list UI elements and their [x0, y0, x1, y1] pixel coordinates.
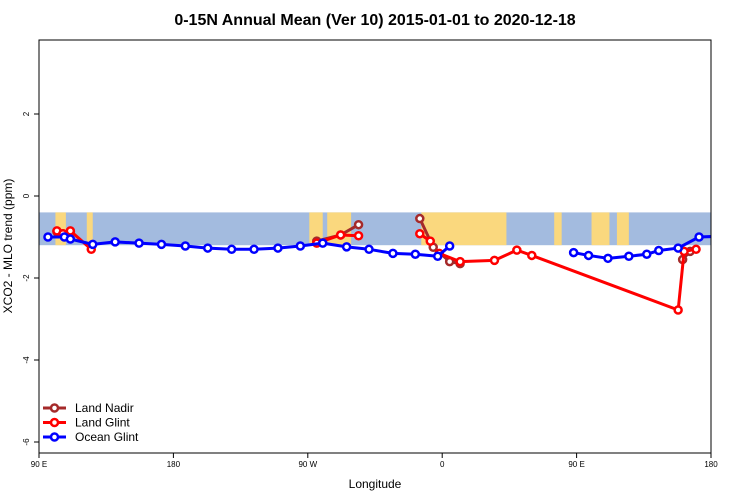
land-southeast-asia	[591, 212, 610, 246]
y-tick-label: 0	[22, 193, 31, 198]
chart-title: 0-15N Annual Mean (Ver 10) 2015-01-01 to…	[174, 12, 575, 29]
land-glint-point	[691, 244, 701, 255]
ocean-glint-line	[573, 235, 711, 260]
ocean-glint-point	[583, 250, 594, 261]
legend-land-nadir-label: Land Nadir	[75, 401, 134, 415]
y-tick-label: -4	[22, 356, 31, 364]
ocean-glint-point	[432, 251, 443, 262]
land-glint-point	[65, 226, 76, 236]
land-new-guinea	[86, 212, 93, 246]
x-tick-label: 180	[704, 460, 718, 469]
map-band	[39, 212, 711, 246]
ocean-glint-point	[568, 247, 579, 258]
land-glint-point	[425, 236, 436, 246]
land-central-america	[309, 212, 323, 246]
y-tick-label: -6	[22, 438, 31, 446]
land-nadir-point	[353, 219, 364, 230]
land-glint-point	[673, 305, 683, 315]
x-tick-label: 90 W	[298, 460, 317, 469]
ocean-glint-point	[624, 251, 634, 262]
ocean-glint-point	[180, 241, 191, 251]
ocean-glint-point	[410, 249, 421, 259]
x-tick-label: 0	[440, 460, 445, 469]
legend-land-glint-label: Land Glint	[75, 416, 130, 430]
ocean-glint-point	[65, 234, 76, 244]
ocean-glint-point	[718, 233, 725, 240]
x-tick-label: 90 E	[568, 460, 584, 469]
ocean-glint-point	[642, 249, 652, 259]
ocean-glint-point	[653, 245, 664, 256]
land-glint-point	[455, 256, 465, 267]
ocean-glint-point	[603, 253, 613, 264]
ocean-glint-point	[156, 239, 167, 250]
land-glint-point	[335, 230, 346, 240]
legend-ocean-glint-label: Ocean Glint	[75, 430, 139, 444]
ocean-glint-point	[742, 233, 749, 240]
x-axis-label: Longitude	[349, 477, 402, 491]
ocean-glint-point	[88, 239, 98, 250]
land-glint-point	[527, 250, 537, 261]
ocean-glint-point	[43, 232, 53, 242]
x-tick-label: 90 E	[31, 460, 47, 469]
land-glint-point	[489, 255, 500, 266]
ocean-glint-point	[295, 241, 306, 251]
land-glint-point	[415, 228, 425, 239]
ocean-glint-line	[745, 236, 750, 244]
ocean-glint-point	[110, 237, 120, 247]
land-glint-line	[438, 247, 697, 312]
ocean-glint-point	[740, 234, 747, 241]
y-tick-label: 2	[22, 111, 31, 116]
land-nadir-point	[415, 213, 425, 224]
ocean-glint-point	[364, 244, 374, 255]
ocean-glint-point	[249, 244, 259, 255]
ocean-glint-point	[134, 238, 144, 248]
ocean-glint-point	[273, 243, 283, 253]
land-maritime-asia	[616, 212, 629, 246]
ocean-glint-point	[694, 232, 704, 242]
ocean-glint-point	[317, 238, 328, 248]
land-south-america	[327, 212, 352, 246]
land-africa	[421, 212, 507, 246]
x-tick-label: 180	[167, 460, 181, 469]
ocean-glint-point	[202, 243, 213, 253]
axes: 90 E 180 90 W 0 90 E 180 2 0 -2 -4 -6	[22, 111, 718, 469]
ocean-glint-point	[444, 241, 455, 251]
legend-land-glint-marker	[49, 417, 60, 428]
legend-land-nadir-marker	[49, 403, 60, 413]
land-glint-point	[512, 245, 522, 255]
ocean-glint-point	[388, 248, 398, 259]
y-axis-label: XCO2 - MLO trend (ppm)	[1, 179, 15, 314]
ocean-glint-point	[673, 243, 683, 253]
plot-frame	[38, 39, 712, 454]
y-tick-label: -2	[22, 274, 31, 282]
land-glint-point	[353, 231, 364, 241]
legend-ocean-glint-marker	[49, 432, 60, 442]
ocean-glint-point	[341, 242, 352, 252]
ocean-glint-point	[226, 244, 237, 255]
land-india	[554, 212, 562, 246]
series-layer	[43, 213, 750, 315]
